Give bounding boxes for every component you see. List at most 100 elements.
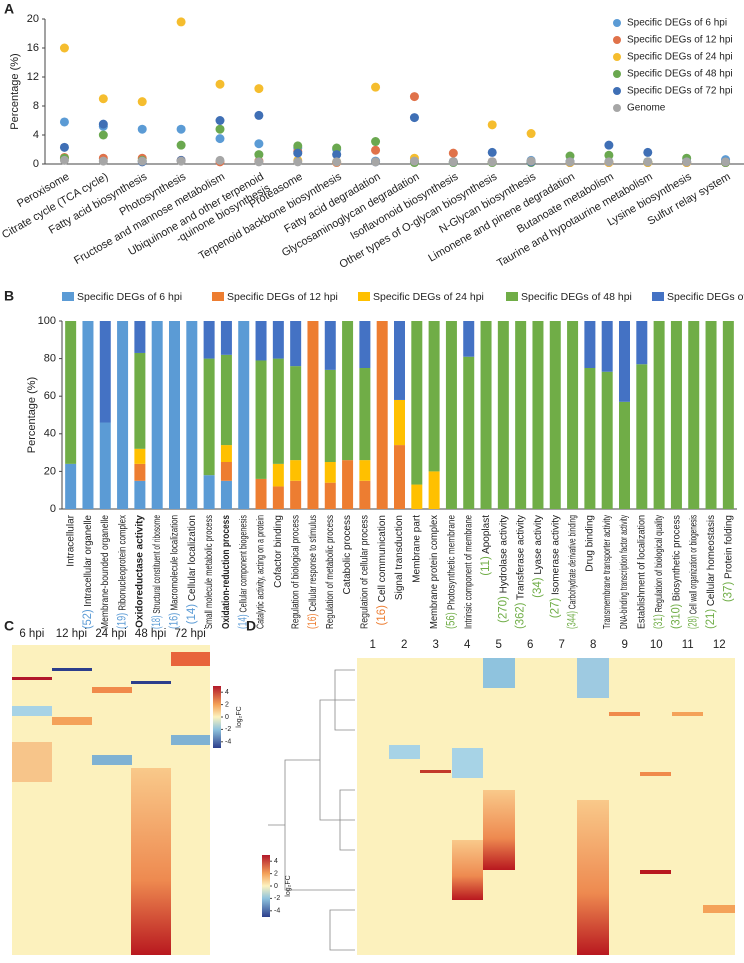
data-point	[332, 143, 342, 153]
data-point	[448, 148, 458, 158]
bar-segment	[705, 321, 717, 509]
column-label: 10	[650, 639, 663, 651]
heatmap-c	[12, 645, 210, 955]
data-point	[293, 148, 303, 158]
bar-segment	[324, 321, 336, 370]
x-tick-label: Signal transduction	[394, 515, 405, 600]
bar-segment	[272, 358, 284, 464]
legend-label: Specific DEGs of 12 hpi	[227, 291, 338, 303]
column-label: 6 hpi	[19, 628, 44, 640]
bar-segment	[515, 321, 527, 509]
x-tick-label: Intracellular	[65, 514, 76, 566]
column-label: 4	[464, 639, 471, 651]
column-label: 72 hpi	[175, 628, 206, 640]
y-tick-label: 60	[44, 390, 56, 402]
y-tick-label: 20	[27, 13, 39, 25]
bar-segment	[722, 321, 734, 509]
colorbar-tick-label: 2	[225, 701, 229, 708]
panel-label: C	[4, 618, 14, 634]
data-point	[59, 155, 69, 165]
x-tick-label: Regulation of biological process	[290, 515, 301, 629]
bar-segment	[134, 463, 146, 481]
y-tick-label: 0	[50, 503, 56, 515]
bar-segment	[186, 321, 198, 509]
data-point	[643, 147, 653, 157]
data-point	[176, 140, 186, 150]
legend-swatch	[212, 292, 224, 301]
bar-segment	[203, 475, 215, 509]
bar-segment	[117, 321, 129, 509]
legend-label: Specific DEGs of 12 hpi	[627, 35, 733, 46]
data-point	[332, 157, 342, 167]
data-point	[409, 92, 419, 102]
data-point	[176, 156, 186, 166]
legend-marker	[613, 70, 621, 78]
bar-segment	[497, 321, 509, 509]
legend-label: Specific DEGs of 6 hpi	[77, 291, 182, 303]
bar-segment	[359, 460, 371, 481]
data-point	[215, 116, 225, 125]
bar-segment	[290, 321, 302, 367]
legend-label: Specific DEGs of 6 hpi	[627, 18, 727, 29]
data-point	[59, 117, 69, 127]
bar-segment	[567, 321, 579, 509]
bar-segment	[394, 399, 405, 446]
bar-segment	[272, 463, 284, 487]
data-point	[448, 157, 458, 167]
column-label: 24 hpi	[95, 628, 126, 640]
bar-segment	[359, 368, 371, 461]
data-point	[254, 84, 264, 94]
colorbar-tick-label: 4	[225, 689, 229, 696]
data-point	[604, 157, 614, 167]
data-point	[254, 110, 264, 120]
column-label: 7	[559, 639, 565, 651]
bar-segment	[636, 321, 648, 365]
bar-segment	[151, 321, 163, 509]
bar-segment	[220, 354, 232, 446]
bar-segment	[220, 462, 232, 481]
bar-segment	[584, 321, 596, 368]
data-point	[215, 79, 225, 89]
y-tick-label: 4	[33, 129, 39, 141]
x-tick-label: (34) Lyase activity	[532, 515, 544, 598]
bar-segment	[272, 321, 284, 359]
x-tick-label: (52) Intracellular organelle	[82, 515, 94, 629]
x-tick-label: Drug binding	[585, 515, 596, 572]
x-tick-label: (56) Photosynthetic membrane	[445, 515, 457, 629]
legend-swatch	[506, 292, 518, 301]
colorbar-tick-label: -4	[225, 739, 231, 746]
data-point	[176, 17, 186, 27]
x-tick-label: Membrane-bounded organelle	[100, 515, 111, 629]
legend-swatch	[62, 292, 74, 301]
x-tick-label: (31) Regulation of biological quality	[653, 515, 665, 629]
bar-segment	[428, 471, 440, 509]
bar-segment	[238, 321, 250, 509]
data-point	[98, 156, 108, 166]
legend-swatch	[652, 292, 664, 301]
column-label: 1	[370, 639, 376, 651]
column-label: 12	[713, 639, 726, 651]
data-point	[371, 137, 381, 147]
colorbar-tick-label: 4	[274, 858, 278, 865]
bar-segment	[99, 321, 111, 423]
column-label: 12 hpi	[56, 628, 87, 640]
x-tick-label: (14) Cellular localization	[186, 515, 198, 624]
colorbar-tick-label: 0	[225, 714, 229, 721]
x-tick-label: Oxidoreductase activity	[135, 515, 146, 628]
bar-segment	[670, 321, 682, 509]
bar-segment	[445, 321, 457, 509]
bar-segment	[463, 321, 475, 357]
x-tick-label: Catabolic process	[342, 515, 353, 594]
x-tick-label: Establishment of localization	[636, 515, 647, 629]
bar-segment	[428, 321, 440, 472]
x-tick-label: (14) Cellular component biogenesis	[238, 515, 250, 629]
legend-label: Specific DEGs of 72 hpi	[667, 291, 744, 303]
colorbar-tick-label: -2	[225, 726, 231, 733]
data-point	[604, 140, 614, 150]
data-point	[332, 150, 342, 160]
data-point	[215, 134, 225, 144]
data-point	[59, 142, 69, 152]
bar-segment	[134, 448, 146, 464]
bar-segment	[619, 401, 630, 509]
